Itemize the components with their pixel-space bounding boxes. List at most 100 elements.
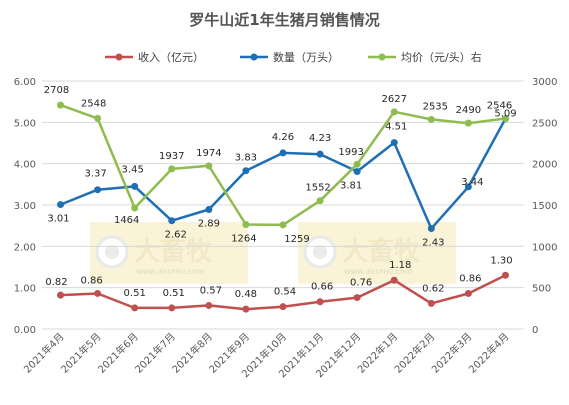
data-point — [501, 115, 509, 123]
watermark-url-text: www.dxumu.com — [344, 267, 413, 276]
y-right-tick-label: 500 — [532, 284, 551, 295]
data-point — [353, 294, 361, 302]
data-point — [242, 305, 250, 313]
data-label: 0.54 — [274, 287, 296, 298]
data-label: 2.43 — [422, 238, 444, 249]
data-label: 4.26 — [272, 132, 294, 143]
legend-item: 收入（亿元） — [105, 50, 204, 64]
data-point — [390, 276, 398, 284]
data-label: 3.01 — [47, 214, 69, 225]
data-label: 1264 — [231, 234, 256, 245]
data-label: 0.51 — [163, 288, 185, 299]
x-tick-label: 2022年4月 — [466, 330, 512, 376]
data-label: 3.45 — [122, 164, 144, 175]
y-left-tick-label: 2.00 — [14, 242, 36, 253]
data-label: 2535 — [423, 101, 448, 112]
data-point — [131, 182, 139, 190]
data-point — [205, 206, 213, 214]
data-label: 3.83 — [235, 153, 257, 164]
data-point — [279, 221, 287, 229]
data-point — [168, 165, 176, 173]
legend-item: 数量（万头） — [240, 51, 339, 64]
data-point — [131, 204, 139, 212]
data-point — [57, 291, 65, 299]
data-label: 0.51 — [124, 288, 146, 299]
data-point — [168, 304, 176, 312]
data-point — [464, 183, 472, 191]
data-label: 3.81 — [340, 181, 362, 192]
y-left-tick-label: 6.00 — [14, 77, 36, 88]
data-point — [57, 101, 65, 109]
data-point — [57, 201, 65, 209]
data-label: 0.86 — [80, 275, 102, 286]
data-label: 1.30 — [490, 255, 512, 266]
y-left-tick-label: 4.00 — [14, 160, 36, 171]
legend-label: 均价（元/头）右 — [401, 50, 482, 64]
data-point — [205, 301, 213, 309]
data-point — [242, 221, 250, 229]
data-label: 2708 — [44, 85, 69, 96]
y-right-tick-label: 3000 — [532, 77, 557, 88]
data-point — [242, 167, 250, 175]
y-right-tick-label: 2500 — [532, 118, 557, 129]
data-label: 5.09 — [494, 109, 516, 120]
data-point — [353, 168, 361, 176]
data-label: 1.18 — [389, 260, 411, 271]
data-label: 3.37 — [84, 169, 106, 180]
data-label: 0.48 — [235, 289, 257, 300]
data-label: 1259 — [284, 234, 309, 245]
legend-label: 数量（万头） — [273, 51, 339, 64]
data-point — [316, 298, 324, 306]
data-point — [501, 271, 509, 279]
data-label: 2.89 — [198, 219, 220, 230]
data-label: 4.23 — [309, 133, 331, 144]
data-point — [316, 150, 324, 158]
data-point — [427, 225, 435, 233]
data-label: 0.62 — [422, 283, 444, 294]
data-label: 3.44 — [461, 177, 483, 188]
legend-marker — [378, 53, 386, 61]
y-left-tick-label: 5.00 — [14, 118, 36, 129]
data-point — [427, 299, 435, 307]
watermark-logo-inner — [313, 245, 327, 259]
watermark-brand-text: 大畜牧 — [342, 236, 421, 267]
legend-item: 均价（元/头）右 — [368, 50, 482, 64]
data-point — [131, 304, 139, 312]
data-label: 0.76 — [350, 278, 372, 289]
y-right-tick-label: 1000 — [532, 242, 557, 253]
legend-label: 收入（亿元） — [138, 50, 204, 64]
data-point — [316, 197, 324, 205]
y-right-tick-label: 2000 — [532, 160, 557, 171]
data-label: 2.62 — [165, 230, 187, 241]
data-point — [279, 303, 287, 311]
data-point — [205, 162, 213, 170]
data-label: 2627 — [382, 94, 407, 105]
y-right-tick-label: 0 — [532, 325, 538, 336]
data-point — [427, 115, 435, 123]
data-label: 2546 — [487, 101, 512, 112]
data-label: 2548 — [81, 98, 106, 109]
watermark-url-text: www.dxumu.com — [136, 267, 205, 276]
data-point — [464, 289, 472, 297]
data-label: 0.82 — [45, 277, 67, 288]
watermark-logo-inner — [105, 245, 119, 259]
data-label: 0.57 — [200, 285, 222, 296]
data-point — [353, 160, 361, 168]
data-label: 1552 — [305, 183, 330, 194]
y-left-tick-label: 3.00 — [14, 201, 36, 212]
data-point — [390, 108, 398, 116]
data-point — [279, 149, 287, 157]
data-point — [94, 114, 102, 122]
data-point — [168, 217, 176, 225]
data-point — [464, 119, 472, 127]
data-label: 4.51 — [385, 122, 407, 133]
data-label: 1993 — [338, 147, 363, 158]
data-label: 0.66 — [311, 282, 333, 293]
legend-marker — [115, 53, 123, 61]
y-right-tick-label: 1500 — [532, 201, 557, 212]
watermark-brand-text: 大畜牧 — [134, 236, 213, 267]
data-label: 1464 — [114, 215, 139, 226]
data-label: 2490 — [456, 105, 481, 116]
